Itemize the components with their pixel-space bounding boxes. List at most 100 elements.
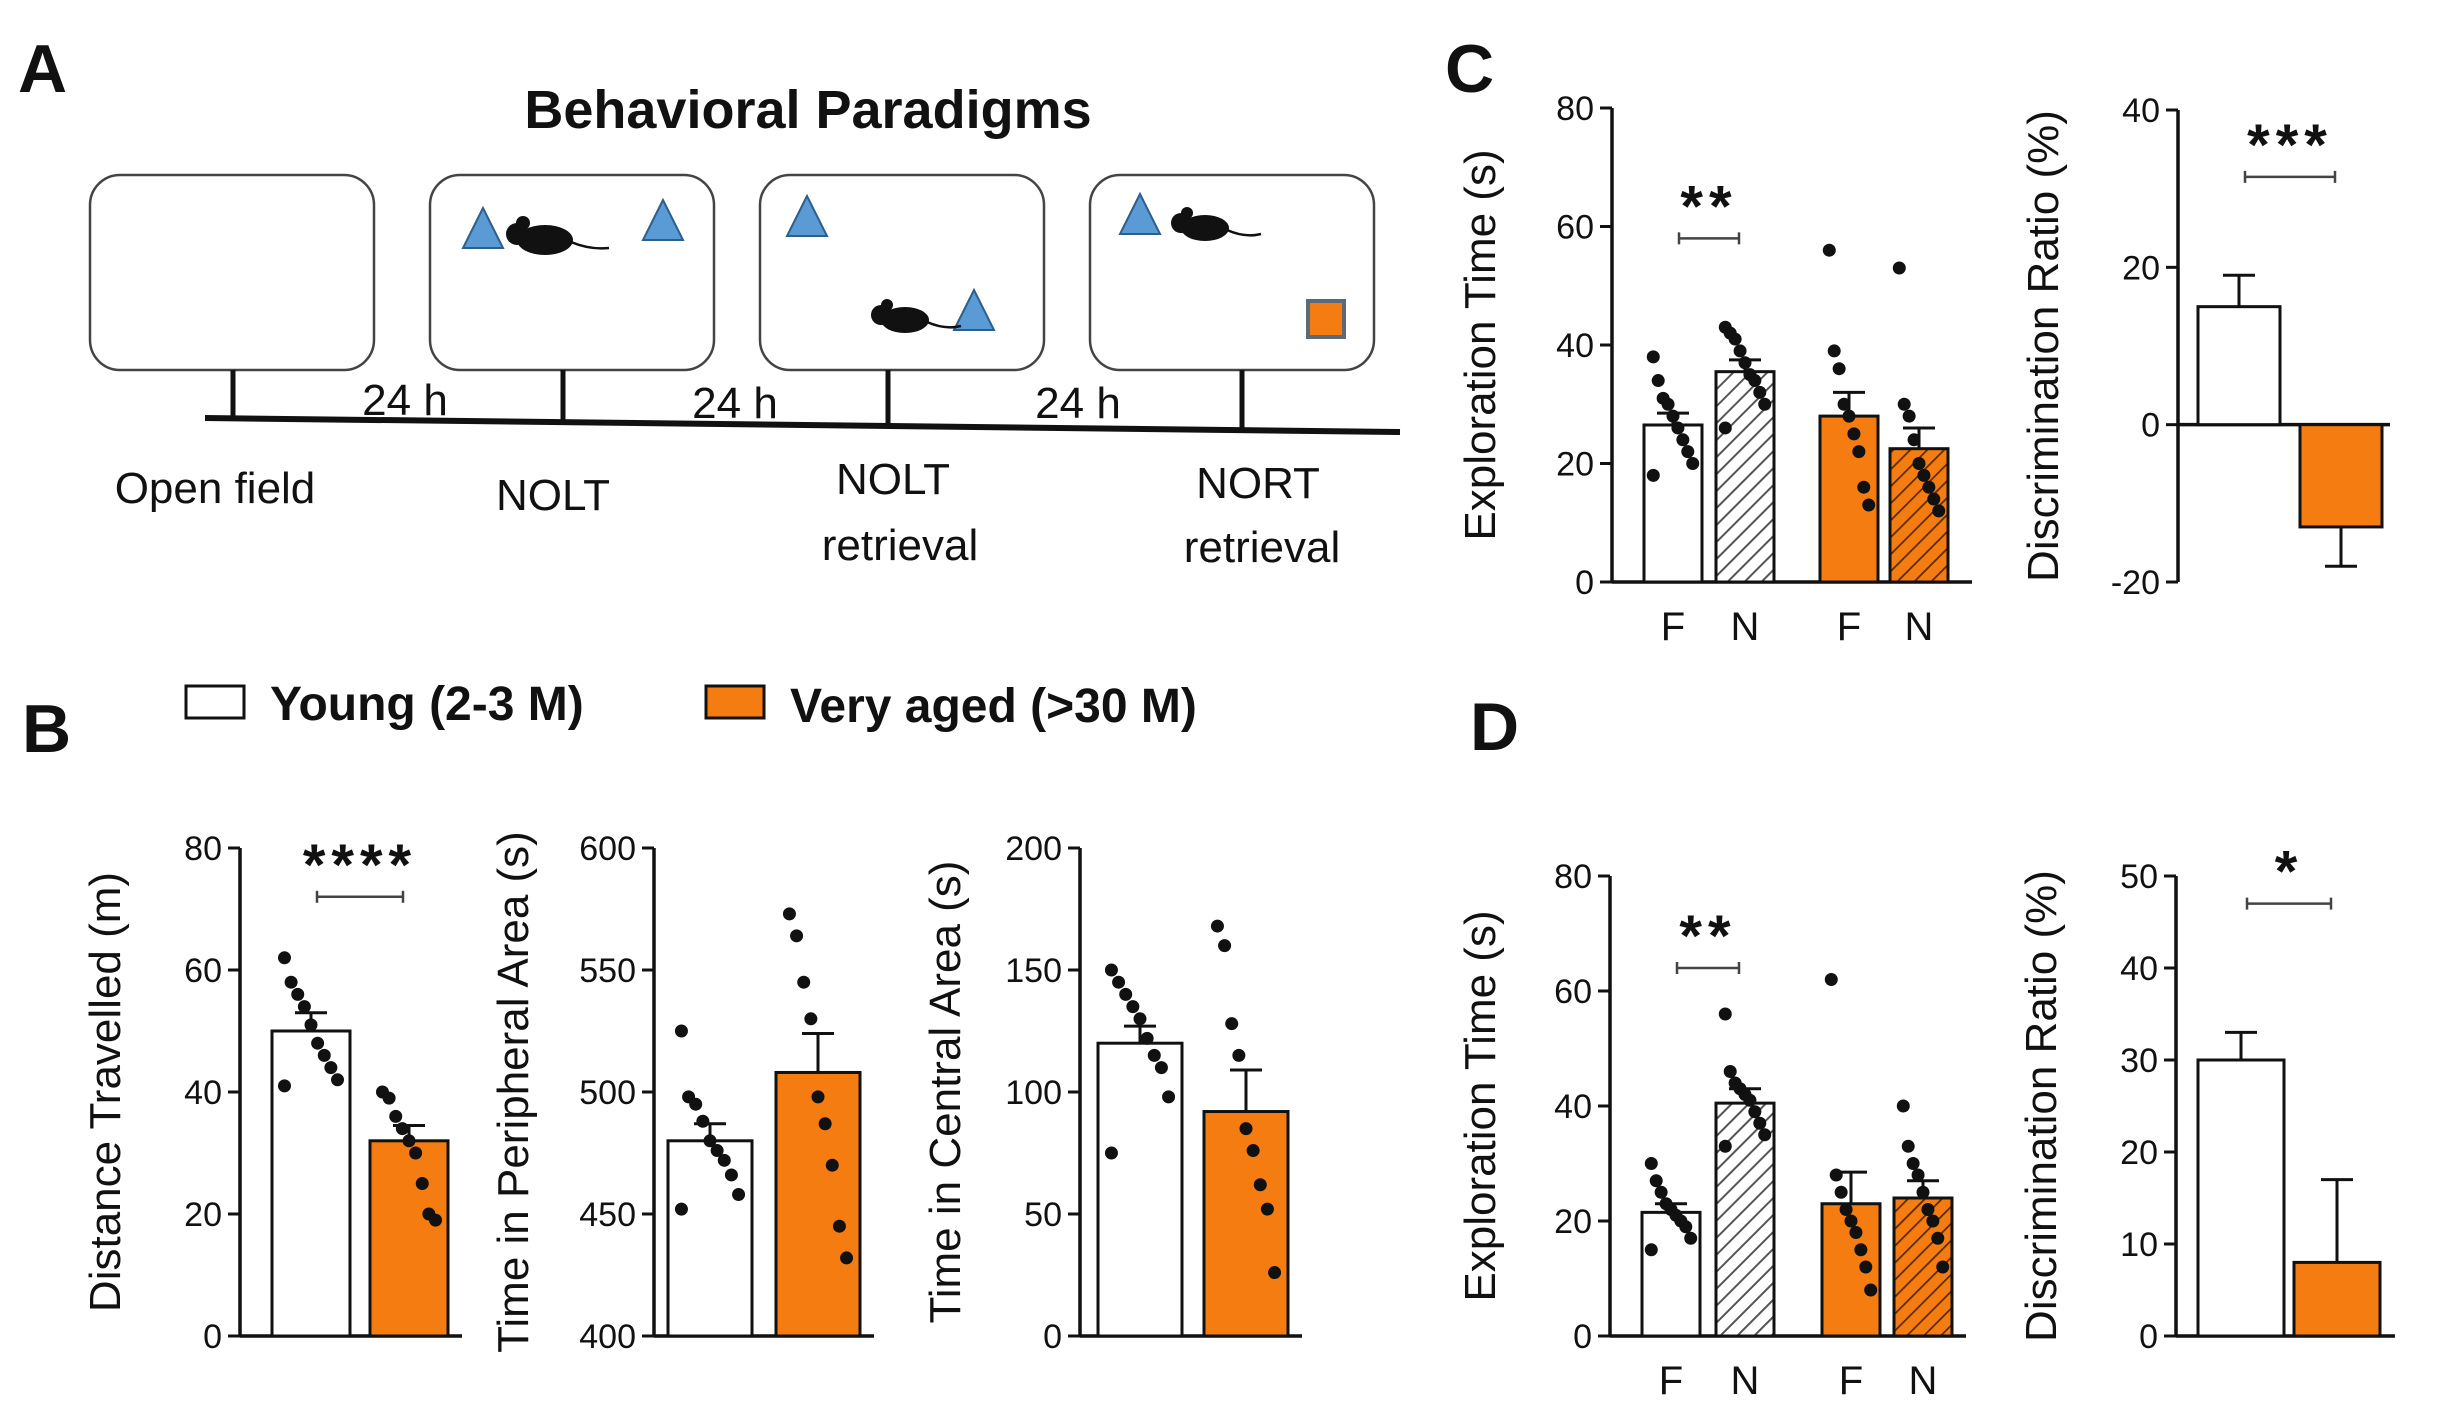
significance-label: * [2275,840,2304,905]
data-point [1210,919,1224,933]
mouse-icon [871,299,962,333]
data-point [790,929,804,943]
y-tick-label: 0 [1575,564,1594,602]
data-point [1162,1090,1176,1104]
data-point [1644,1243,1658,1257]
data-point [1844,1214,1858,1228]
y-tick-label: 600 [579,830,636,868]
data-point [1847,427,1861,441]
data-point [717,1153,731,1167]
panel-letter-d: D [1470,689,1519,765]
data-point [1268,1266,1282,1280]
data-point [1864,1283,1878,1297]
y-tick-label: 40 [1556,327,1594,365]
data-point [1154,1061,1168,1075]
significance-label: ** [1679,904,1736,969]
novel-object-square-icon [1306,299,1346,339]
data-point [1859,1260,1873,1274]
data-point [696,1114,710,1128]
y-tick-label: 0 [2141,407,2160,445]
data-point [1679,1220,1693,1234]
y-tick-label: -20 [2111,564,2160,602]
stage-sublabel: retrieval [1184,523,1341,572]
y-tick-label: 0 [2139,1318,2158,1356]
y-tick-label: 40 [2120,950,2158,988]
data-point [674,1202,688,1216]
data-point [409,1146,423,1160]
y-tick-label: 40 [2122,92,2160,130]
data-point [710,1144,724,1158]
data-point [1644,1157,1658,1170]
data-point [1911,1168,1925,1182]
bar [1202,1110,1290,1338]
legend: Young (2-3 M) Very aged (>30 M) [184,678,1197,733]
arena-open-field [88,173,376,372]
bar [774,1070,862,1338]
data-point [1718,1139,1732,1153]
data-point [1839,1203,1853,1216]
y-axis-label: Discrimination Ratio (%) [2017,870,2066,1342]
data-point [1649,1174,1663,1188]
data-point [1922,480,1936,494]
data-point [1842,409,1856,423]
chart-D2: 0 10 20 30 40 50 Discrimination Ratio (%) * [2017,840,2395,1356]
y-axis-label: Exploration Time (s) [1456,910,1505,1301]
y-tick-label: 150 [1005,952,1062,990]
data-point [1896,1099,1910,1113]
data-point [1907,433,1921,447]
data-point [1849,1226,1863,1239]
y-tick-label: 50 [2120,858,2158,896]
bar [666,1139,754,1338]
data-point [415,1177,429,1190]
data-point [1758,1128,1772,1142]
data-point [1852,445,1866,459]
data-point [825,1158,839,1172]
y-tick-label: 450 [579,1196,636,1234]
stage-label: Open field [115,464,316,513]
bar [1096,1041,1184,1338]
data-point [1253,1178,1267,1192]
data-point [804,1012,818,1026]
data-point [1684,1231,1698,1245]
y-tick-label: 10 [2120,1226,2158,1264]
data-point [1829,1168,1843,1182]
data-point [732,1187,746,1201]
y-tick-label: 80 [1554,858,1592,896]
chart-D1: 0 20 40 60 80 Exploration Time (s) F N F N ** [1456,858,1966,1403]
data-point [1936,1260,1950,1274]
y-tick-label: 500 [579,1074,636,1112]
data-point [1892,261,1906,275]
panel-letter-b: B [22,691,71,767]
data-point [1646,468,1660,482]
data-point [1126,1000,1140,1014]
y-tick-label: 100 [1005,1074,1062,1112]
y-tick-label: 200 [1005,830,1062,868]
interval-label: 24 h [1035,379,1121,428]
chart-B2: 400 450 500 550 600 Time in Peripheral Area (… [489,830,874,1356]
y-tick-label: 0 [1573,1318,1592,1356]
data-point [317,1048,331,1062]
chart-B3: 0 50 100 150 200 Time in Central Area (s) [921,830,1302,1356]
data-point [1140,1031,1154,1045]
legend-swatch-aged [704,684,766,720]
x-category-label: F [1661,605,1685,649]
chart-C2: -20 0 20 40 Discrimination Ratio (%) *** [2019,92,2390,602]
data-point [1834,1185,1848,1199]
bar [2292,1260,2382,1338]
data-point [1728,332,1742,346]
stage-label: NORT [1196,459,1320,508]
y-axis-label: Time in Central Area (s) [921,861,970,1324]
data-point [1119,987,1133,1001]
data-point [1901,1139,1915,1153]
data-point [1112,975,1126,989]
bar [2196,1058,2286,1338]
data-point [840,1251,854,1265]
data-point [724,1168,738,1182]
y-tick-label: 20 [1554,1203,1592,1241]
y-tick-label: 20 [184,1196,222,1234]
arena-nort-retrieval [1088,173,1376,372]
y-tick-label: 60 [184,952,222,990]
y-tick-label: 20 [2120,1134,2158,1172]
y-axis-label: Distance Travelled (m) [81,872,130,1312]
mouse-icon [506,216,610,255]
